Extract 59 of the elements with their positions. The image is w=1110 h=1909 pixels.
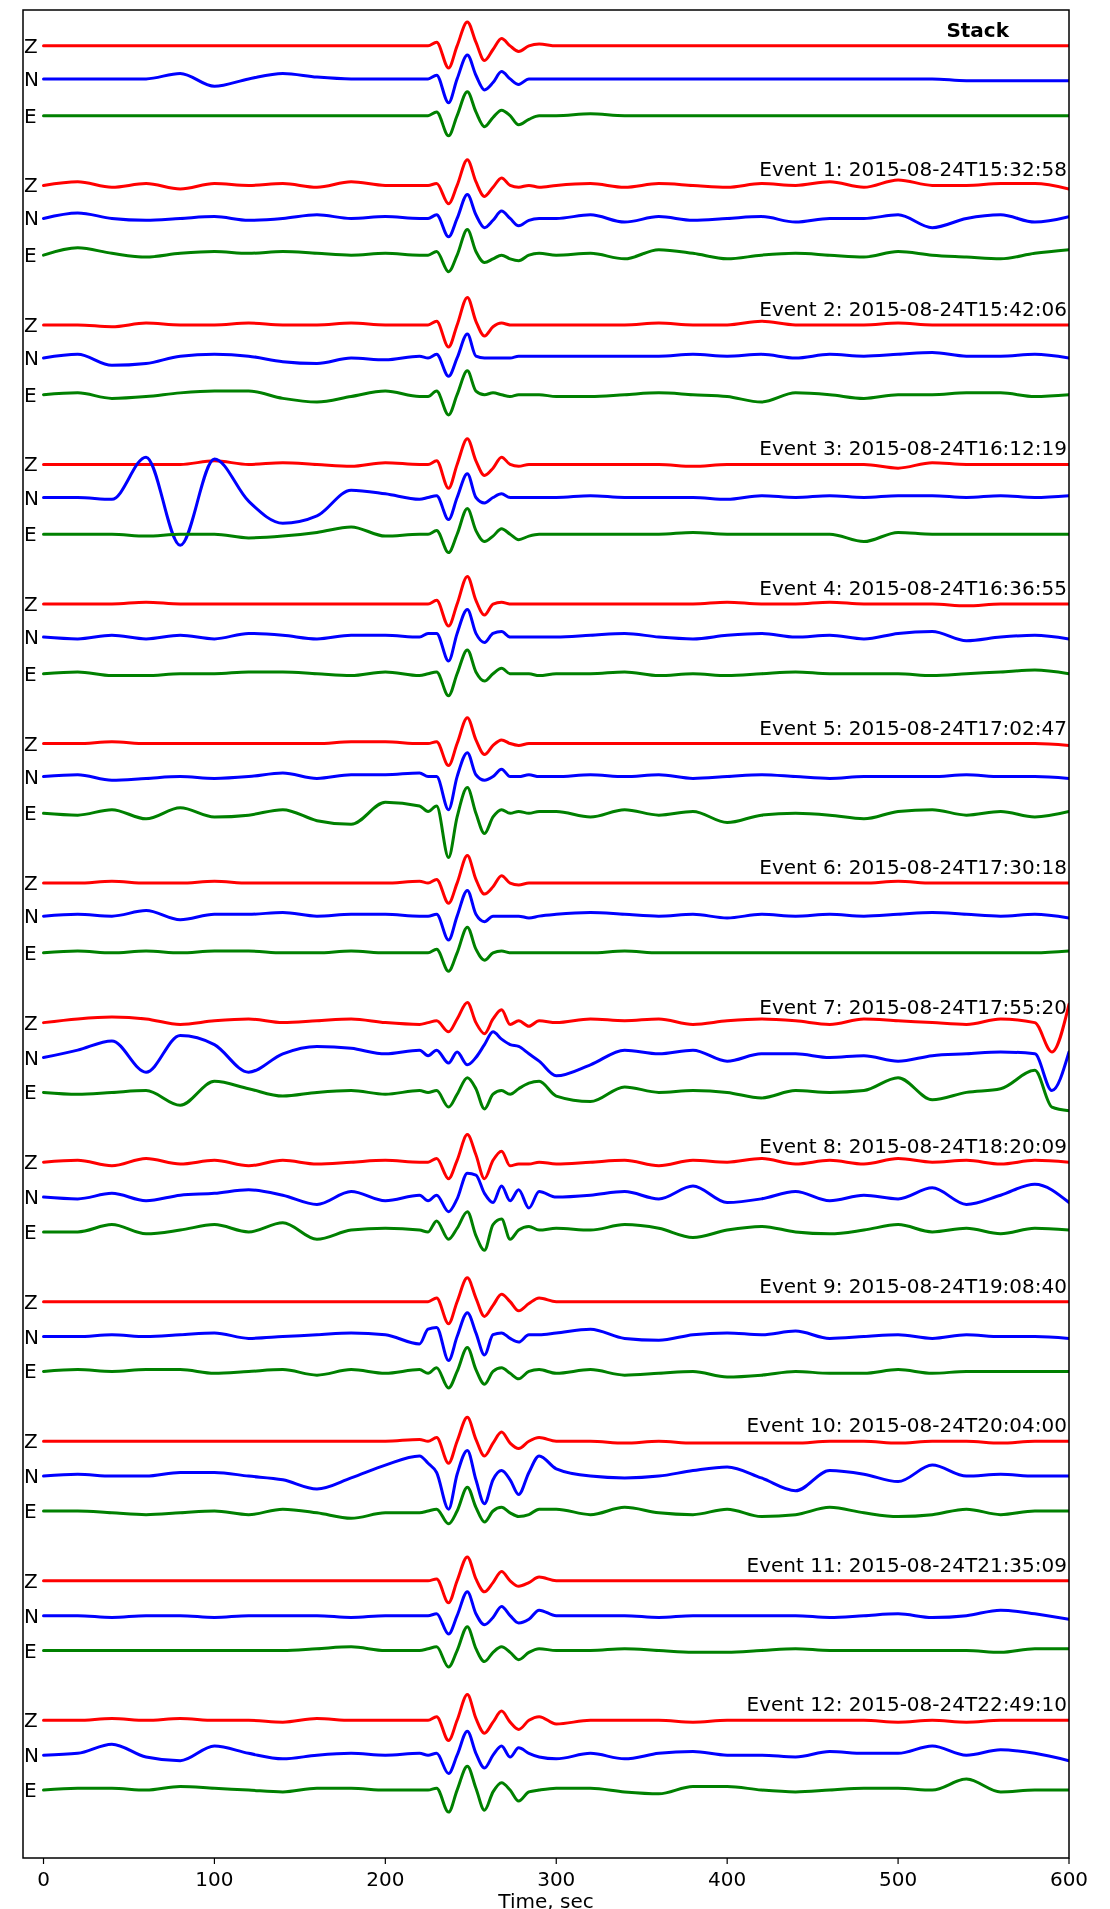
series-label: Z <box>24 1150 38 1175</box>
series-label: N <box>24 1464 39 1489</box>
x-tick-label: 0 <box>37 1867 50 1891</box>
series-label: Z <box>24 1289 38 1314</box>
series-label: E <box>24 103 37 128</box>
x-tick-label: 500 <box>878 1867 918 1891</box>
series-label: N <box>24 625 39 650</box>
series-label: Z <box>24 731 38 756</box>
series-label: Z <box>24 1708 38 1733</box>
annotation: Event 6: 2015-08-24T17:30:18 <box>759 855 1067 880</box>
series-label: Z <box>24 33 38 58</box>
annotation: Event 12: 2015-08-24T22:49:10 <box>746 1692 1067 1717</box>
x-tick-label: 300 <box>537 1867 576 1891</box>
annotation: Event 4: 2015-08-24T16:36:55 <box>759 576 1067 601</box>
annotation: Event 5: 2015-08-24T17:02:47 <box>759 715 1067 740</box>
annotation: Event 7: 2015-08-24T17:55:20 <box>759 994 1067 1019</box>
annotation: Event 11: 2015-08-24T21:35:09 <box>746 1552 1067 1577</box>
series-label: Z <box>24 871 38 896</box>
series-label: N <box>24 1185 39 1210</box>
series-label: E <box>24 243 37 268</box>
series-label: E <box>24 522 37 547</box>
series-label: N <box>24 206 39 231</box>
series-label: N <box>24 1045 39 1070</box>
series-label: N <box>24 345 39 370</box>
series-label: E <box>24 940 37 965</box>
series-label: Z <box>24 1568 38 1593</box>
series-label: N <box>24 66 39 91</box>
x-tick-label: 100 <box>195 1867 234 1891</box>
x-tick-label: 400 <box>708 1867 747 1891</box>
series-label: E <box>24 382 37 407</box>
x-tick-label: 200 <box>366 1867 405 1891</box>
series-label: N <box>24 904 39 929</box>
series-label: Z <box>24 1010 38 1035</box>
series-label: N <box>24 1743 39 1768</box>
series-label: Z <box>24 173 38 198</box>
annotation: Event 10: 2015-08-24T20:04:00 <box>746 1413 1067 1438</box>
annotation: Event 1: 2015-08-24T15:32:58 <box>759 157 1067 182</box>
series-label: E <box>24 1219 37 1244</box>
series-label: E <box>24 661 37 686</box>
series-label: Z <box>24 452 38 477</box>
series-label: Z <box>24 592 38 617</box>
series-label: Z <box>24 1429 38 1454</box>
series-label: E <box>24 801 37 826</box>
series-label: E <box>24 1080 37 1105</box>
series-label: N <box>24 485 39 510</box>
series-label: E <box>24 1778 37 1803</box>
x-tick-label: 600 <box>1049 1867 1089 1891</box>
annotation: Stack <box>946 17 1010 42</box>
series-label: N <box>24 764 39 789</box>
series-label: N <box>24 1324 39 1349</box>
annotation: Event 2: 2015-08-24T15:42:06 <box>759 296 1067 321</box>
series-label: N <box>24 1603 39 1628</box>
annotation: Event 3: 2015-08-24T16:12:19 <box>759 436 1067 461</box>
series-label: E <box>24 1638 37 1663</box>
series-label: Z <box>24 312 38 337</box>
annotation: Event 8: 2015-08-24T18:20:09 <box>759 1134 1067 1159</box>
series-label: E <box>24 1499 37 1523</box>
series-label: E <box>24 1359 37 1384</box>
annotation: Event 9: 2015-08-24T19:08:40 <box>759 1273 1067 1298</box>
